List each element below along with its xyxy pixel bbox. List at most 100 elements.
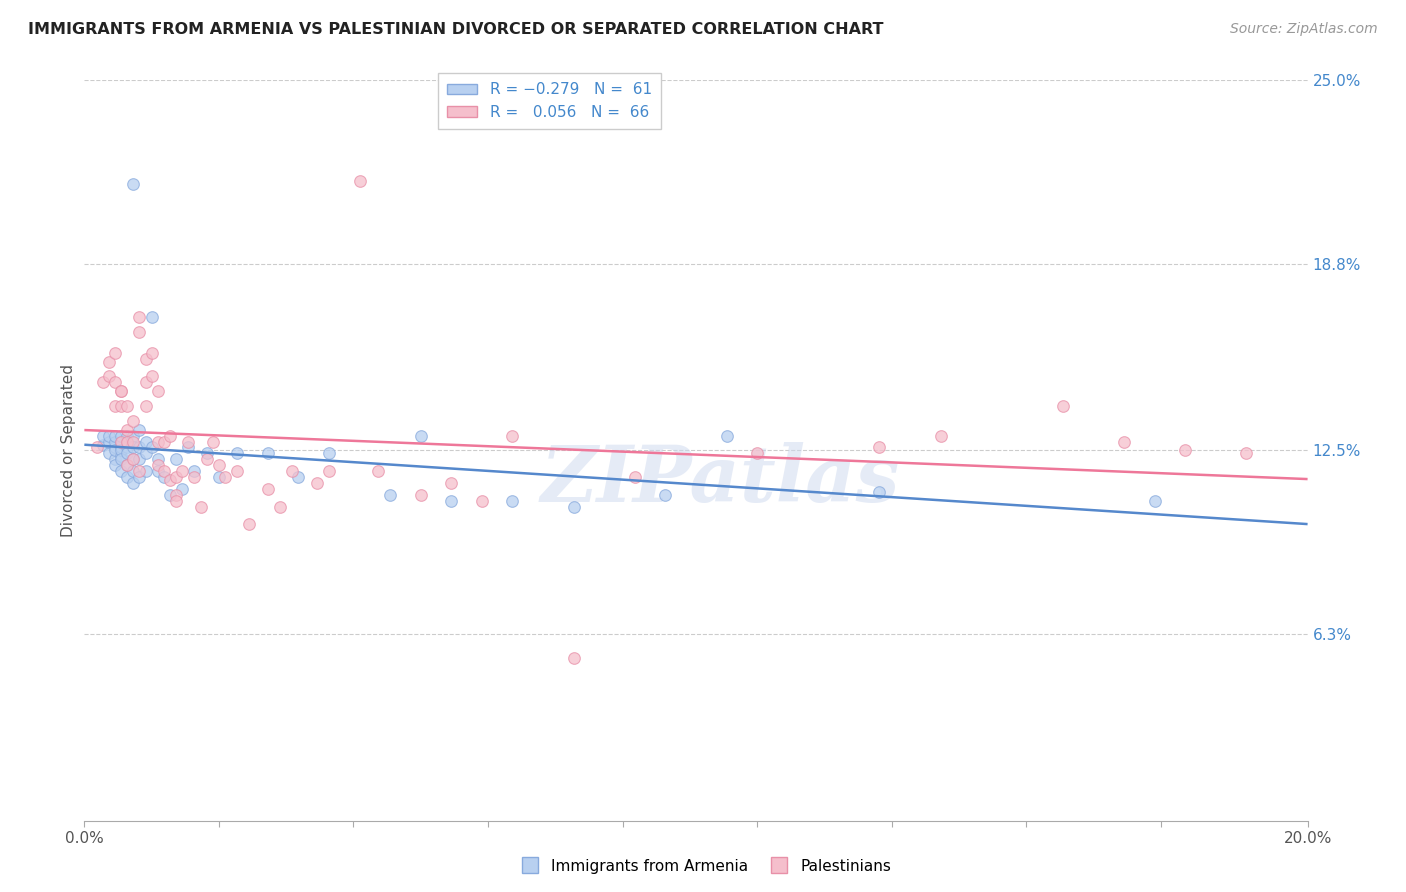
Point	[153, 464, 176, 478]
Point	[562, 500, 585, 514]
Point	[141, 310, 163, 325]
Point	[104, 376, 127, 390]
Point	[165, 488, 187, 502]
Point	[110, 384, 132, 399]
Point	[146, 464, 169, 478]
Point	[201, 434, 224, 449]
Point	[208, 458, 231, 473]
Point	[122, 452, 145, 467]
Point	[115, 428, 138, 442]
Point	[146, 452, 169, 467]
Point	[502, 493, 524, 508]
Point	[747, 446, 769, 460]
Point	[146, 384, 169, 399]
Point	[135, 351, 157, 366]
Point	[104, 458, 127, 473]
Point	[409, 428, 432, 442]
Point	[141, 369, 163, 384]
Point	[128, 310, 150, 325]
Point	[318, 464, 340, 478]
Point	[471, 493, 494, 508]
Point	[104, 428, 127, 442]
Point	[869, 484, 891, 499]
Point	[122, 177, 145, 191]
Point	[128, 423, 150, 437]
Point	[269, 500, 291, 514]
Point	[257, 446, 280, 460]
Point	[153, 470, 176, 484]
Point	[104, 452, 127, 467]
Point	[115, 434, 138, 449]
Point	[104, 345, 127, 359]
Point	[115, 441, 138, 455]
Point	[195, 452, 218, 467]
Point	[165, 493, 187, 508]
Point	[104, 399, 127, 413]
Point	[869, 441, 891, 455]
Point	[115, 423, 138, 437]
Point	[122, 414, 145, 428]
Point	[1143, 493, 1166, 508]
Point	[104, 434, 127, 449]
Point	[128, 452, 150, 467]
Text: ZIPatlas: ZIPatlas	[541, 442, 900, 518]
Point	[183, 464, 205, 478]
Point	[238, 517, 260, 532]
Point	[153, 434, 176, 449]
Point	[172, 464, 194, 478]
Point	[115, 446, 138, 460]
Text: IMMIGRANTS FROM ARMENIA VS PALESTINIAN DIVORCED OR SEPARATED CORRELATION CHART: IMMIGRANTS FROM ARMENIA VS PALESTINIAN D…	[28, 22, 883, 37]
Point	[716, 428, 738, 442]
Point	[257, 482, 280, 496]
Legend: Immigrants from Armenia, Palestinians: Immigrants from Armenia, Palestinians	[509, 853, 897, 880]
Point	[141, 345, 163, 359]
Point	[214, 470, 236, 484]
Point	[128, 325, 150, 339]
Text: Source: ZipAtlas.com: Source: ZipAtlas.com	[1230, 22, 1378, 37]
Point	[226, 446, 249, 460]
Point	[110, 443, 132, 458]
Point	[409, 488, 432, 502]
Point	[110, 452, 132, 467]
Point	[318, 446, 340, 460]
Point	[440, 493, 463, 508]
Point	[110, 434, 132, 449]
Point	[380, 488, 402, 502]
Point	[104, 441, 127, 455]
Point	[91, 376, 114, 390]
Point	[115, 458, 138, 473]
Point	[122, 434, 145, 449]
Point	[97, 369, 120, 384]
Point	[110, 384, 132, 399]
Point	[183, 470, 205, 484]
Point	[128, 441, 150, 455]
Point	[122, 464, 145, 478]
Point	[115, 434, 138, 449]
Point	[110, 399, 132, 413]
Point	[654, 488, 676, 502]
Point	[97, 354, 120, 368]
Point	[91, 428, 114, 442]
Point	[115, 458, 138, 473]
Point	[110, 450, 132, 464]
Point	[367, 464, 389, 478]
Point	[195, 446, 218, 460]
Point	[502, 428, 524, 442]
Point	[110, 428, 132, 442]
Point	[1052, 399, 1074, 413]
Point	[159, 488, 181, 502]
Point	[135, 464, 157, 478]
Point	[86, 441, 108, 455]
Point	[115, 399, 138, 413]
Point	[159, 428, 181, 442]
Point	[135, 399, 157, 413]
Point	[177, 434, 200, 449]
Point	[135, 434, 157, 449]
Point	[226, 464, 249, 478]
Point	[172, 482, 194, 496]
Point	[122, 476, 145, 491]
Legend: R = −0.279   N =  61, R =   0.056   N =  66: R = −0.279 N = 61, R = 0.056 N = 66	[437, 73, 661, 129]
Point	[1114, 434, 1136, 449]
Point	[165, 452, 187, 467]
Point	[135, 446, 157, 460]
